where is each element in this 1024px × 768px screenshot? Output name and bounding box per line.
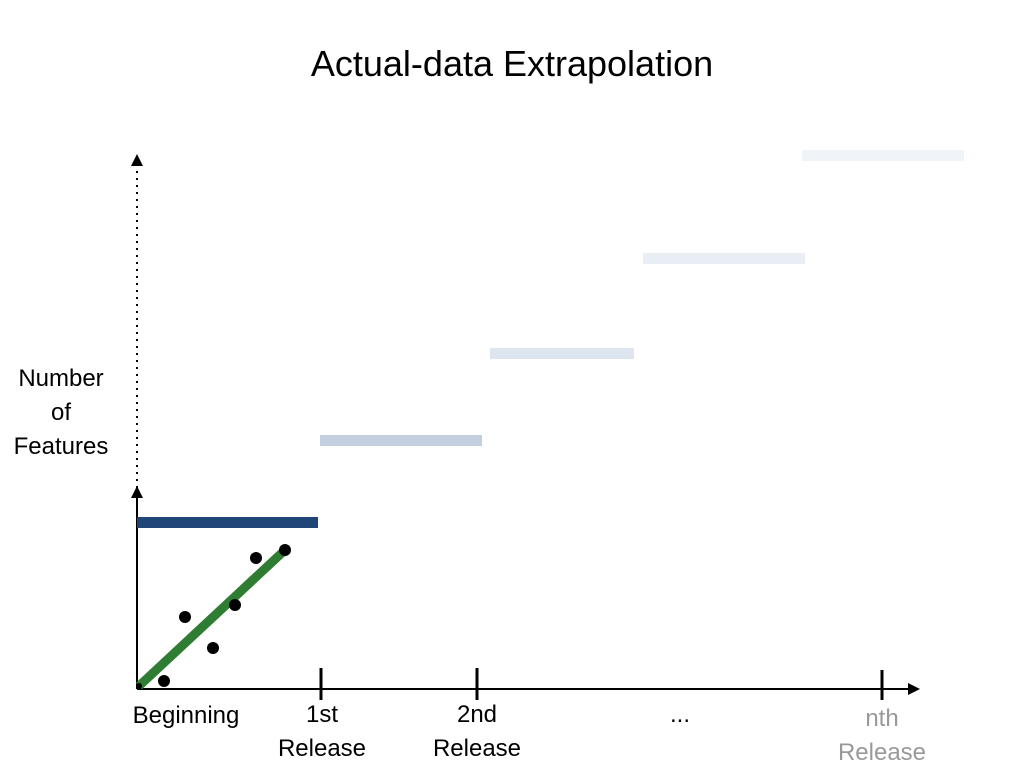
- release-level-bar-1: [137, 517, 318, 528]
- slide-title: Actual-data Extrapolation: [311, 43, 713, 84]
- x-axis-labels: Beginning 1st Release 2nd Release ... nt…: [133, 701, 926, 766]
- y-axis-arrowhead: [131, 486, 143, 498]
- label-release-2-line1: 2nd: [457, 701, 497, 728]
- y-axis-extension-arrowhead: [131, 154, 143, 166]
- label-release-n-line2: Release: [838, 739, 926, 766]
- release-level-bar-2: [320, 435, 482, 446]
- label-ellipsis: ...: [670, 701, 690, 728]
- release-level-bar-3: [490, 348, 634, 359]
- data-point: [250, 552, 262, 564]
- data-point: [279, 544, 291, 556]
- label-release-2-line2: Release: [433, 735, 521, 762]
- label-beginning: Beginning: [133, 702, 240, 729]
- label-release-1-line2: Release: [278, 735, 366, 762]
- y-axis-label: Number of Features: [14, 365, 109, 460]
- y-axis-label-line: of: [51, 399, 71, 426]
- data-point: [158, 675, 170, 687]
- label-release-n-line1: nth: [865, 705, 898, 732]
- release-level-bar-4: [643, 253, 805, 264]
- y-axis-label-line: Number: [18, 365, 103, 392]
- data-point: [229, 599, 241, 611]
- data-point: [207, 642, 219, 654]
- release-level-bar-n: [802, 150, 964, 161]
- trend-line: [135, 546, 289, 690]
- y-axis-label-line: Features: [14, 433, 109, 460]
- data-points: [136, 544, 291, 689]
- data-point: [179, 611, 191, 623]
- label-release-1-line1: 1st: [306, 701, 338, 728]
- x-axis-arrowhead: [908, 683, 920, 695]
- data-point: [136, 683, 142, 689]
